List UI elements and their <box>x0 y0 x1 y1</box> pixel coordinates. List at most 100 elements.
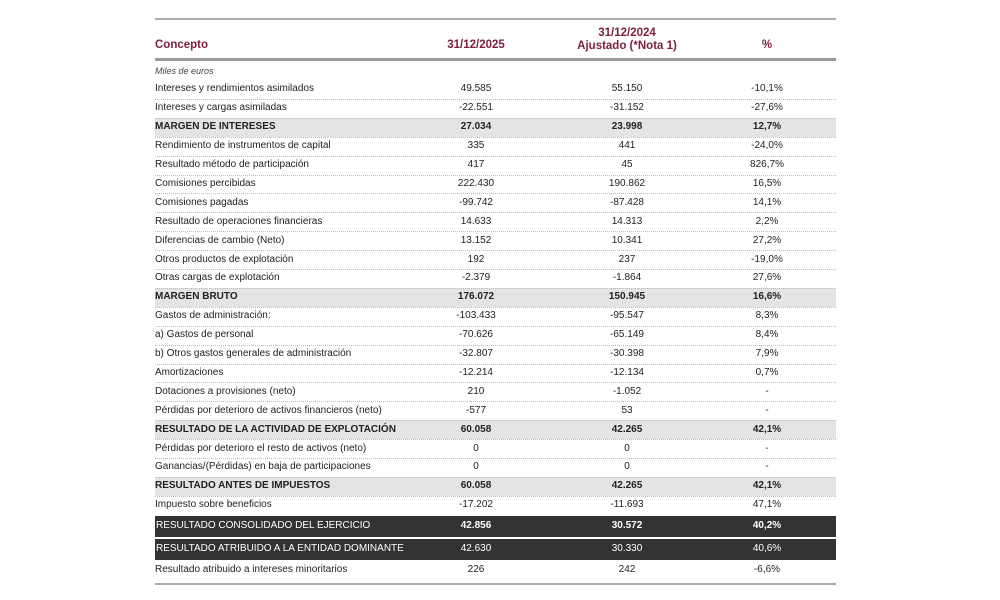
row-separator <box>155 117 836 119</box>
value-cell: 42.630 <box>460 543 492 555</box>
value-cell: 55.150 <box>611 83 643 95</box>
value-cell: -12.214 <box>459 366 493 378</box>
label-cell: MARGEN BRUTO <box>155 291 238 303</box>
row-separator <box>155 458 836 459</box>
value-cell: -10,1% <box>751 83 783 95</box>
value-cell: 16,6% <box>752 291 782 303</box>
subtotal-bg <box>155 476 836 496</box>
value-cell: -103.433 <box>456 310 496 322</box>
value-cell: 226 <box>467 564 485 576</box>
value-cell: 335 <box>467 140 485 152</box>
value-cell: 10.341 <box>611 234 643 246</box>
header-rule <box>155 58 836 61</box>
value-cell: 150.945 <box>608 291 646 303</box>
row-separator <box>155 155 836 157</box>
header-col2: 31/12/2024 <box>598 27 656 39</box>
value-cell: -6,6% <box>753 564 781 576</box>
label-cell: Dotaciones a provisiones (neto) <box>155 385 296 397</box>
value-cell: 60.058 <box>460 480 492 492</box>
row-separator <box>155 476 836 478</box>
value-cell: - <box>765 442 769 454</box>
value-cell: 242 <box>618 564 636 576</box>
top-rule <box>155 18 836 20</box>
value-cell: -12.134 <box>610 366 644 378</box>
label-cell: Comisiones pagadas <box>155 196 249 208</box>
subtotal-bg <box>155 117 836 137</box>
value-cell: 0 <box>624 461 630 473</box>
value-cell: 190.862 <box>608 177 646 189</box>
value-cell: 14,1% <box>752 196 782 208</box>
value-cell: -31.152 <box>610 102 644 114</box>
value-cell: -577 <box>465 404 487 416</box>
label-cell: a) Gastos de personal <box>155 329 254 341</box>
row-separator <box>155 269 836 270</box>
value-cell: 12,7% <box>752 121 782 133</box>
value-cell: 14.633 <box>460 215 492 227</box>
label-cell: Otros productos de explotación <box>155 253 294 265</box>
label-cell: b) Otros gastos generales de administrac… <box>155 348 352 360</box>
value-cell: -70.626 <box>459 329 493 341</box>
value-cell: 826,7% <box>750 159 784 171</box>
label-cell: RESULTADO ANTES DE IMPUESTOS <box>155 480 331 492</box>
row-separator <box>155 495 836 497</box>
label-cell: Comisiones percibidas <box>155 177 256 189</box>
value-cell: 27,2% <box>752 234 782 246</box>
value-cell: 42.265 <box>611 423 643 435</box>
label-cell: Intereses y rendimientos asimilados <box>155 83 314 95</box>
label-cell: Diferencias de cambio (Neto) <box>155 234 285 246</box>
value-cell: -2.379 <box>461 272 491 284</box>
value-cell: 16,5% <box>752 177 782 189</box>
value-cell: 222.430 <box>457 177 495 189</box>
value-cell: 42.856 <box>460 520 492 532</box>
row-separator <box>155 306 836 308</box>
value-cell: 441 <box>618 140 636 152</box>
value-cell: 417 <box>467 159 485 171</box>
label-cell: Amortizaciones <box>155 366 224 378</box>
row-separator <box>155 420 836 422</box>
row-separator <box>155 98 836 100</box>
row-separator <box>155 439 836 441</box>
value-cell: 0 <box>624 442 630 454</box>
row-separator <box>155 382 836 384</box>
bottom-rule <box>155 582 836 585</box>
value-cell: 210 <box>467 385 485 397</box>
value-cell: -22.551 <box>459 102 493 114</box>
subtotal-bg <box>155 287 836 307</box>
value-cell: -1.864 <box>612 272 642 284</box>
value-cell: 0 <box>473 461 479 473</box>
value-cell: -30.398 <box>610 348 644 360</box>
value-cell: -65.149 <box>610 329 644 341</box>
label-cell: Pérdidas por deterioro de activos financ… <box>155 404 382 416</box>
row-separator <box>155 231 836 233</box>
value-cell: 8,3% <box>755 310 779 322</box>
value-cell: 53 <box>621 404 633 416</box>
label-cell: RESULTADO DE LA ACTIVIDAD DE EXPLOTACIÓN <box>155 423 396 435</box>
value-cell: 49.585 <box>460 83 492 95</box>
row-separator <box>155 363 836 365</box>
value-cell: -17.202 <box>459 499 493 511</box>
value-cell: -11.693 <box>610 499 644 511</box>
value-cell: 30.330 <box>611 543 643 555</box>
value-cell: -19,0% <box>751 253 783 265</box>
header-col2-note: Ajustado (*Nota 1) <box>577 40 677 52</box>
label-cell: RESULTADO ATRIBUIDO A LA ENTIDAD DOMINAN… <box>156 543 404 555</box>
value-cell: 30.572 <box>611 520 643 532</box>
row-separator <box>155 325 836 327</box>
value-cell: 2,2% <box>755 215 779 227</box>
row-separator <box>155 193 836 195</box>
value-cell: 23.998 <box>611 121 643 133</box>
header-concept: Concepto <box>155 39 209 51</box>
label-cell: Impuesto sobre beneficios <box>155 499 272 511</box>
label-cell: Resultado de operaciones financieras <box>155 215 323 227</box>
value-cell: 40,2% <box>752 520 782 532</box>
value-cell: 60.058 <box>460 423 492 435</box>
value-cell: - <box>765 404 769 416</box>
value-cell: -87.428 <box>610 196 644 208</box>
label-cell: RESULTADO CONSOLIDADO DEL EJERCICIO <box>156 520 371 532</box>
value-cell: 8,4% <box>755 329 779 341</box>
label-cell: Rendimiento de instrumentos de capital <box>155 140 331 152</box>
value-cell: 42.265 <box>611 480 643 492</box>
row-separator <box>155 174 836 176</box>
row-separator <box>155 136 836 138</box>
row-separator <box>155 287 836 289</box>
